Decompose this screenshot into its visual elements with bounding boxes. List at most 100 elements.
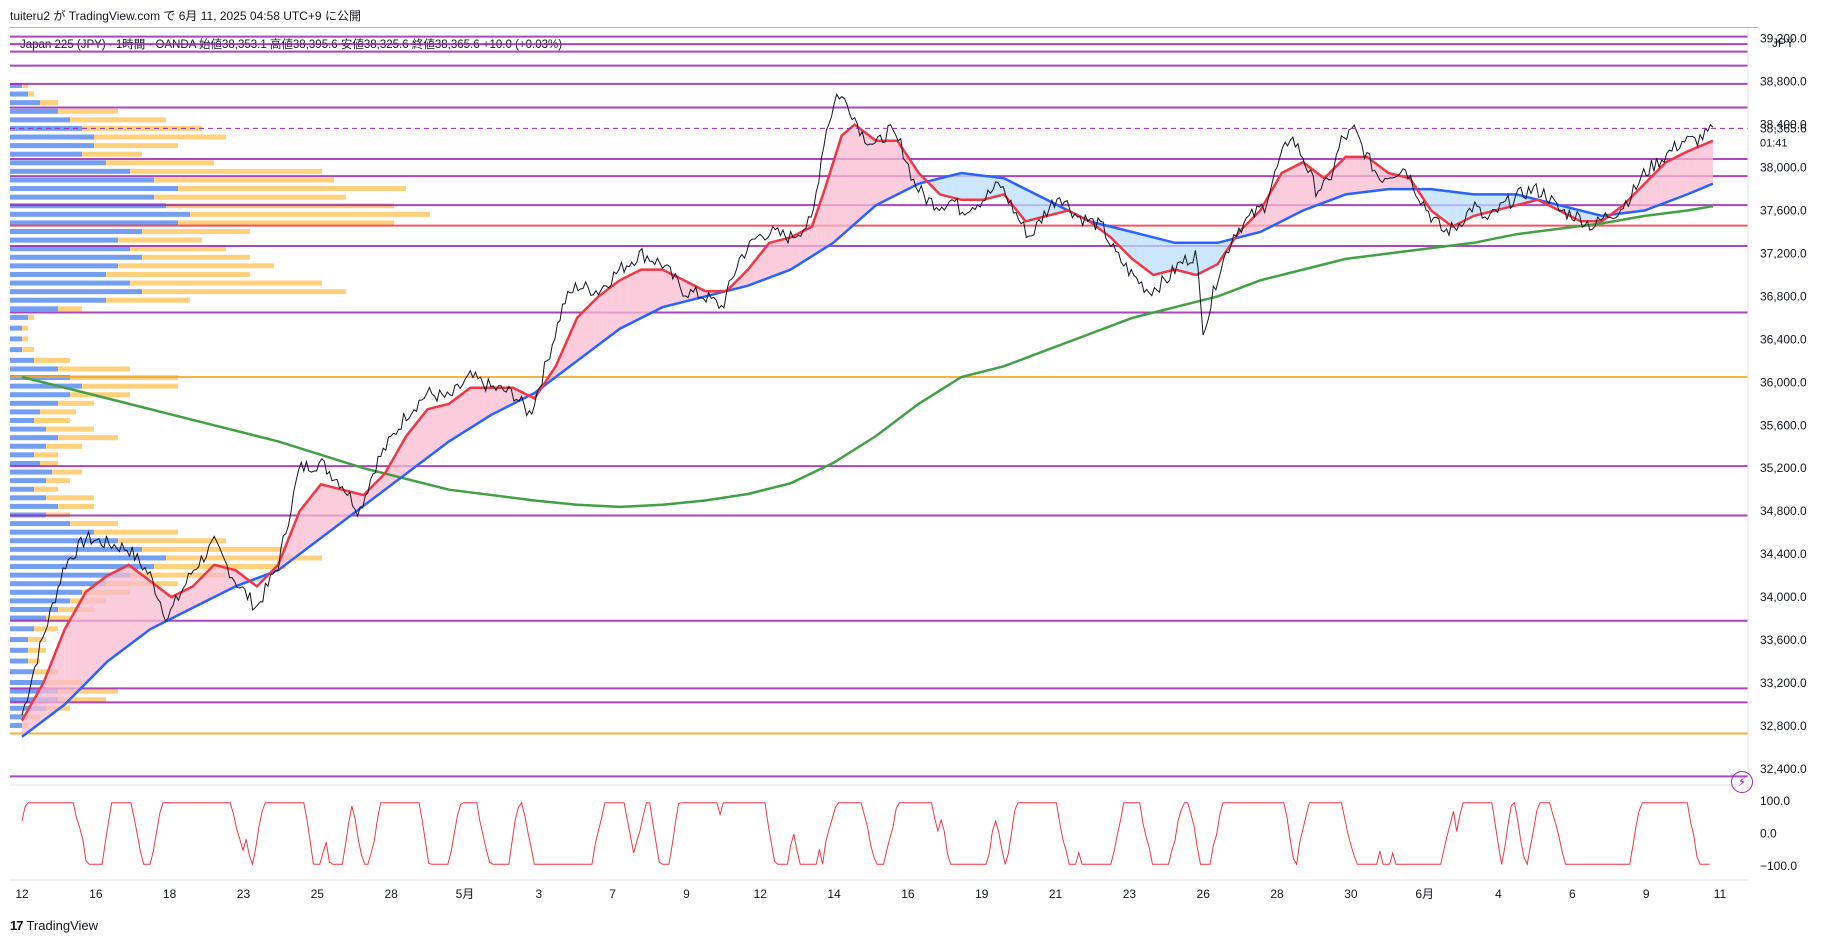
ema-fill-segment [90, 582, 99, 679]
ema-fill-segment [1661, 160, 1671, 205]
vp-sell-bar [28, 637, 46, 643]
y-tick-label: 37,200.0 [1760, 246, 1807, 260]
ema-fill-segment [449, 397, 458, 442]
top-border-line [10, 27, 1758, 28]
ema-fill-segment [1405, 177, 1414, 190]
vp-sell-bar [118, 263, 274, 269]
ema-fill-segment [1285, 166, 1295, 220]
vp-sell-bar [178, 220, 394, 226]
y-tick-label: 34,800.0 [1760, 504, 1807, 518]
ema-fill-segment [491, 387, 501, 415]
ema-fill-segment [124, 567, 133, 649]
ema-fill-segment [1140, 234, 1150, 272]
volume-profile [10, 82, 430, 728]
x-tick-label: 12 [15, 887, 29, 901]
vp-buy-bar [10, 564, 154, 570]
vp-sell-bar [52, 469, 82, 475]
vp-buy-bar [10, 392, 70, 398]
x-tick-label: 16 [89, 887, 103, 901]
ema-fill-segment [1328, 165, 1338, 201]
vp-buy-bar [10, 91, 28, 97]
vp-sell-bar [46, 615, 70, 621]
osc-tick-label: 100.0 [1760, 794, 1790, 808]
vp-buy-bar [10, 714, 28, 720]
vp-buy-bar [10, 637, 28, 643]
ema-fill-segment [406, 425, 415, 474]
ema-fill-segment [1431, 189, 1440, 217]
vp-sell-bar [34, 486, 58, 492]
vp-buy-bar [10, 669, 34, 675]
vp-buy-bar [10, 503, 58, 509]
vp-buy-bar [10, 615, 46, 621]
ema-fill-segment [833, 135, 842, 243]
x-tick-label: 6 [1569, 887, 1576, 901]
vp-buy-bar [10, 478, 46, 484]
lightning-icon[interactable]: ⚡ [1731, 771, 1753, 793]
ema-fill-segment [577, 309, 586, 361]
x-tick-label: 26 [1197, 887, 1211, 901]
x-tick-label: 5月 [456, 887, 475, 901]
ema-fill-segment [1021, 186, 1030, 221]
vp-buy-bar [10, 598, 70, 604]
ema-fill-segment [346, 490, 356, 519]
ema-fill-segment [158, 587, 168, 625]
x-tick-label: 3 [535, 887, 542, 901]
vp-buy-bar [10, 486, 34, 492]
vp-sell-bar [178, 186, 406, 192]
y-tick-label: 38,800.0 [1760, 75, 1807, 89]
tradingview-logo: 17 TradingView [10, 918, 98, 933]
ema-fill-segment [320, 484, 330, 538]
ema-fill-segment [1653, 166, 1662, 208]
vp-buy-bar [10, 246, 130, 252]
vp-sell-bar [82, 125, 202, 131]
ema-fill-segment [739, 269, 748, 288]
ema-fill-segment [1337, 156, 1346, 198]
ema-fill-segment [1362, 156, 1372, 193]
currency-label[interactable]: JPY [1772, 36, 1795, 50]
vp-buy-bar [10, 606, 58, 612]
vp-buy-bar [10, 325, 22, 331]
x-tick-label: 30 [1344, 887, 1358, 901]
vp-buy-bar [10, 108, 58, 114]
x-tick-label: 6月 [1415, 887, 1434, 901]
vp-buy-bar [10, 460, 40, 466]
ema-fill-segment [636, 269, 646, 321]
vp-buy-bar [10, 626, 34, 632]
ema-fill-segment [474, 387, 484, 426]
ema-fill-segment [799, 228, 808, 265]
vp-sell-bar [154, 194, 346, 200]
ema-fill-segment [457, 390, 467, 436]
ema-fill-segment [1029, 191, 1039, 221]
ema-fill-segment [1200, 242, 1210, 273]
ema-fill-segment [773, 239, 783, 276]
ema-fill-segment [841, 128, 851, 236]
vp-sell-bar [70, 521, 118, 527]
last-price-label: 38,365.6 [1760, 121, 1807, 135]
vp-sell-bar [40, 409, 76, 415]
vp-buy-bar [10, 366, 58, 372]
y-tick-label: 38,400.0 [1760, 118, 1807, 132]
vp-buy-bar [10, 647, 28, 653]
x-tick-label: 12 [754, 887, 768, 901]
vp-buy-bar [10, 589, 82, 595]
vp-buy-bar [10, 336, 22, 342]
vp-sell-bar [190, 211, 430, 217]
osc-tick-label: −100.0 [1760, 859, 1797, 873]
ema-fill-segment [286, 521, 296, 564]
vp-buy-bar [10, 314, 28, 320]
vp-buy-bar [10, 117, 70, 123]
vp-sell-bar [22, 82, 28, 88]
ema-fill-segment [1482, 194, 1491, 214]
vp-buy-bar [10, 538, 118, 544]
ema-fill-segment [1670, 155, 1679, 201]
footer-brand: TradingView [26, 918, 99, 933]
ema-fill-segment [1243, 219, 1252, 237]
vp-buy-bar [10, 254, 142, 260]
vp-buy-bar [10, 194, 154, 200]
vp-buy-bar [10, 186, 178, 192]
ema-fill-segment [1687, 147, 1696, 195]
vp-buy-bar [10, 435, 58, 441]
x-tick-label: 18 [163, 887, 177, 901]
ema-fill-segment [944, 175, 953, 198]
